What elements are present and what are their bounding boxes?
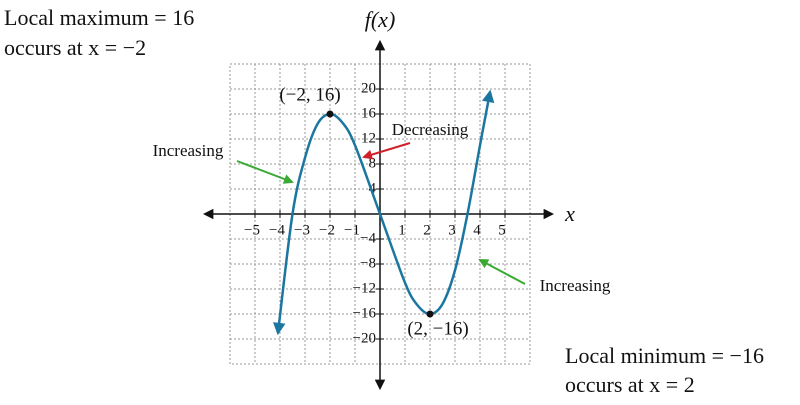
x-tick-label: 2 (423, 222, 431, 238)
y-tick-label: −8 (360, 255, 376, 271)
x-tick-label: −5 (244, 222, 260, 238)
annotation: Local minimum = −16 (565, 343, 764, 368)
y-tick-label: 8 (369, 155, 377, 171)
annotation: Increasing (540, 276, 611, 295)
x-axis-label: x (564, 201, 575, 226)
x-tick-label: −2 (319, 222, 335, 238)
x-tick-label: 4 (473, 222, 481, 238)
x-tick-label: 5 (498, 222, 506, 238)
y-axis-label: f(x) (365, 7, 396, 32)
extremum-point (426, 310, 434, 318)
y-tick-label: 16 (361, 105, 377, 121)
annotation-arrow (478, 259, 526, 285)
x-tick-label: 1 (398, 222, 406, 238)
y-tick-label: −4 (360, 230, 376, 246)
annotation: occurs at x = −2 (4, 35, 146, 60)
annotation: Decreasing (392, 120, 469, 139)
x-tick-label: 3 (448, 222, 456, 238)
y-tick-label: 12 (361, 130, 376, 146)
y-tick-label: −16 (353, 305, 377, 321)
annotation: occurs at x = 2 (565, 372, 695, 397)
curve (273, 89, 495, 336)
y-tick-label: −20 (353, 330, 376, 346)
annotation: Increasing (153, 141, 224, 160)
y-tick-label: −12 (353, 280, 376, 296)
extremum-point (326, 110, 334, 118)
x-tick-label: −1 (344, 222, 360, 238)
point-label: (2, −16) (407, 318, 468, 339)
annotation: Local maximum = 16 (4, 5, 194, 30)
annotation-arrow (236, 160, 294, 184)
point-label: (−2, 16) (279, 84, 340, 105)
y-tick-label: 20 (361, 80, 376, 96)
x-tick-label: −3 (294, 222, 310, 238)
annotation-arrow (362, 142, 411, 160)
x-tick-label: −4 (269, 222, 285, 238)
